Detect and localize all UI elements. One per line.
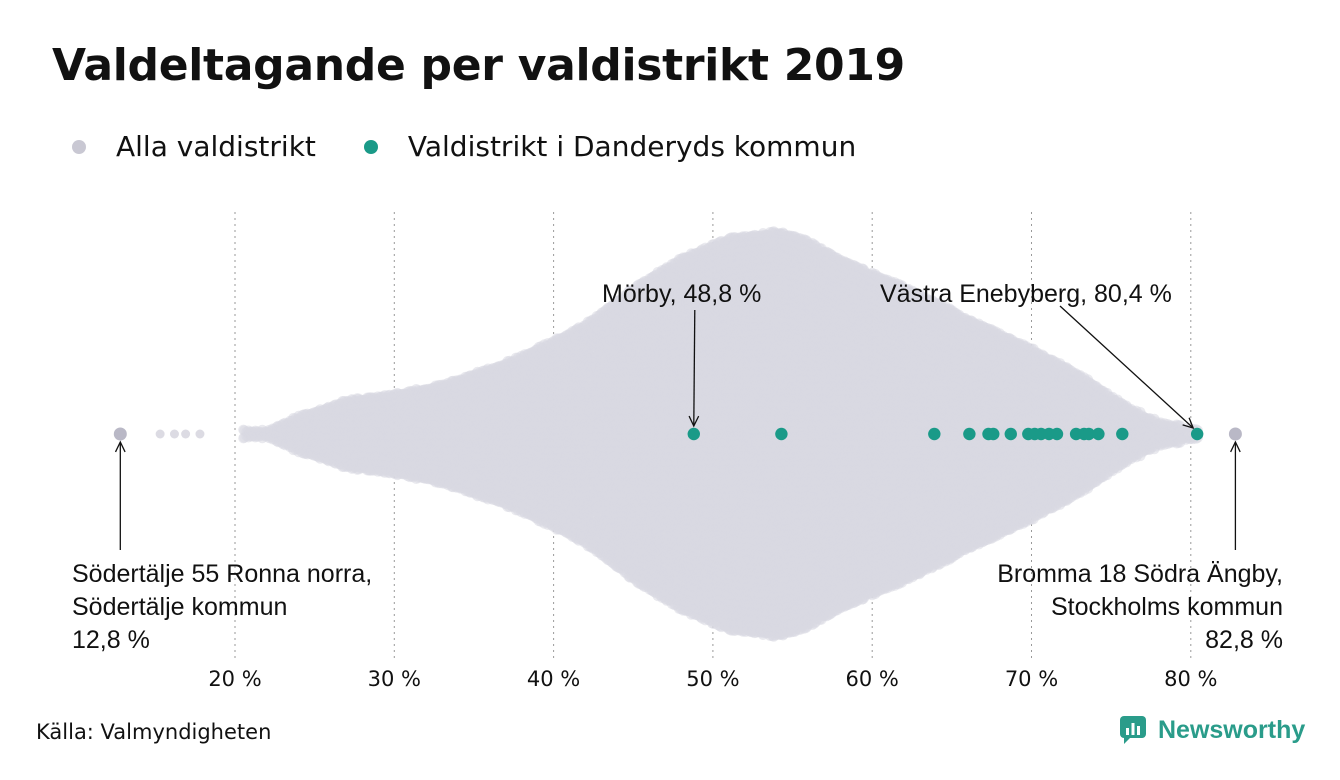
legend-dot-danderyd <box>363 139 378 154</box>
legend-label-all: Alla valdistrikt <box>116 130 316 163</box>
legend-dot-all <box>72 139 86 154</box>
legend-item-danderyd: Valdistrikt i Danderyds kommun <box>363 130 857 163</box>
chart-title: Valdeltagande per valdistrikt 2019 <box>52 40 905 91</box>
swarm-cloud <box>238 226 1204 642</box>
legend-item-all: Alla valdistrikt <box>72 130 316 163</box>
legend-label-danderyd: Valdistrikt i Danderyds kommun <box>407 130 857 163</box>
legend: Alla valdistrikt Valdistrikt i Danderyds… <box>72 130 904 163</box>
